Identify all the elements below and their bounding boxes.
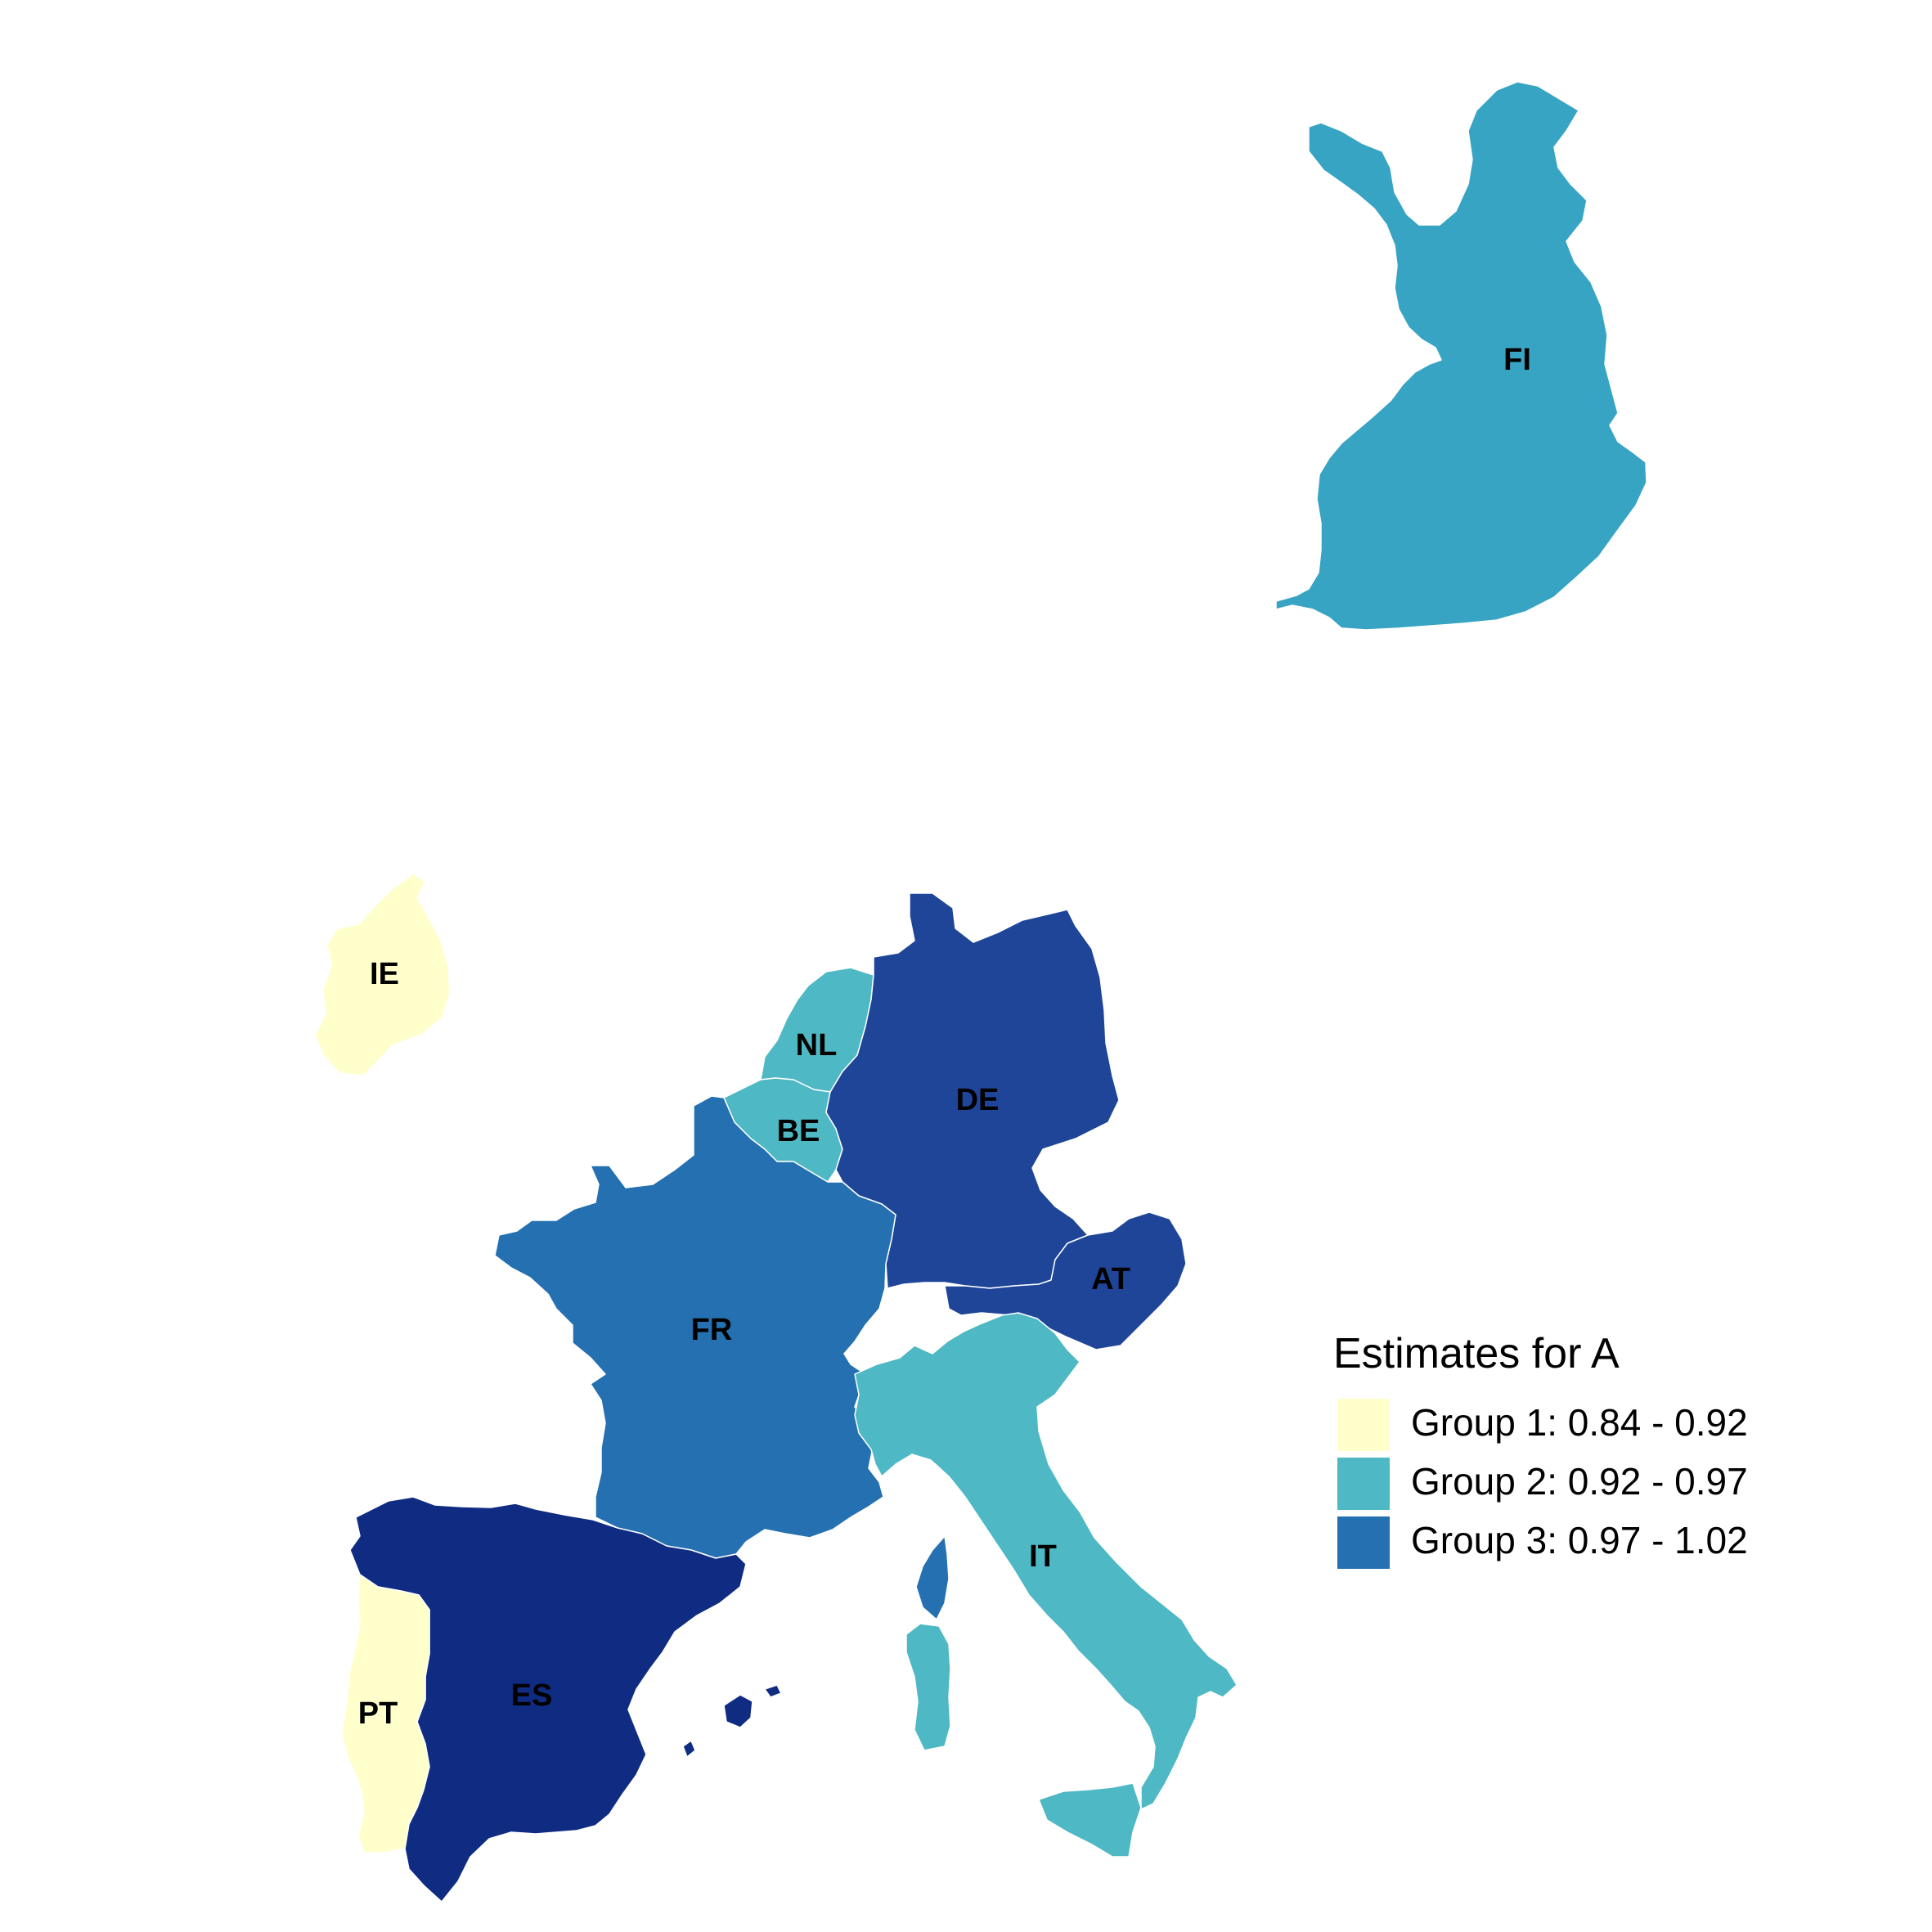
country-fr-corsica [915, 1535, 950, 1620]
country-fi: FI [1275, 81, 1647, 631]
legend-swatch-group-1 [1337, 1399, 1390, 1451]
country-it-sardinia [905, 1623, 951, 1751]
legend-swatch-group-2 [1337, 1458, 1390, 1510]
legend-label-group-3: Group 3: 0.97 - 1.02 [1411, 1519, 1748, 1561]
country-es-ibiza [682, 1740, 696, 1758]
country-it-sicily [1038, 1782, 1142, 1858]
legend-label-group-2: Group 2: 0.92 - 0.97 [1411, 1460, 1748, 1503]
country-ie-shape [314, 873, 451, 1076]
country-it-label: IT [1029, 1539, 1057, 1574]
country-pt-shape [341, 1574, 430, 1853]
country-pt: PT [341, 1574, 430, 1853]
country-fr-shape [494, 1095, 896, 1559]
country-es-label: ES [511, 1678, 553, 1713]
country-nl-label: NL [796, 1028, 838, 1063]
legend-swatch-group-3 [1337, 1516, 1390, 1569]
legend: Estimates for A Group 1: 0.84 - 0.92 Gro… [1333, 1330, 1748, 1569]
country-ie-label: IE [370, 957, 399, 991]
legend-title: Estimates for A [1333, 1330, 1620, 1377]
country-fi-shape [1275, 81, 1647, 631]
country-ie: IE [314, 873, 451, 1076]
country-fr-label: FR [691, 1313, 733, 1347]
country-be-label: BE [777, 1114, 820, 1148]
country-it: IT [854, 1312, 1238, 1858]
country-de-label: DE [956, 1083, 1000, 1117]
country-nl: NL [760, 967, 874, 1093]
country-es: ES [349, 1496, 782, 1903]
country-es-balearic [723, 1694, 753, 1728]
country-pt-label: PT [358, 1696, 398, 1731]
country-fr: FR [494, 1095, 896, 1559]
legend-label-group-1: Group 1: 0.84 - 0.92 [1411, 1401, 1748, 1444]
country-it-shape [854, 1312, 1238, 1810]
country-fi-label: FI [1503, 343, 1531, 377]
country-es-menorca [764, 1684, 782, 1698]
country-at-label: AT [1091, 1262, 1130, 1296]
